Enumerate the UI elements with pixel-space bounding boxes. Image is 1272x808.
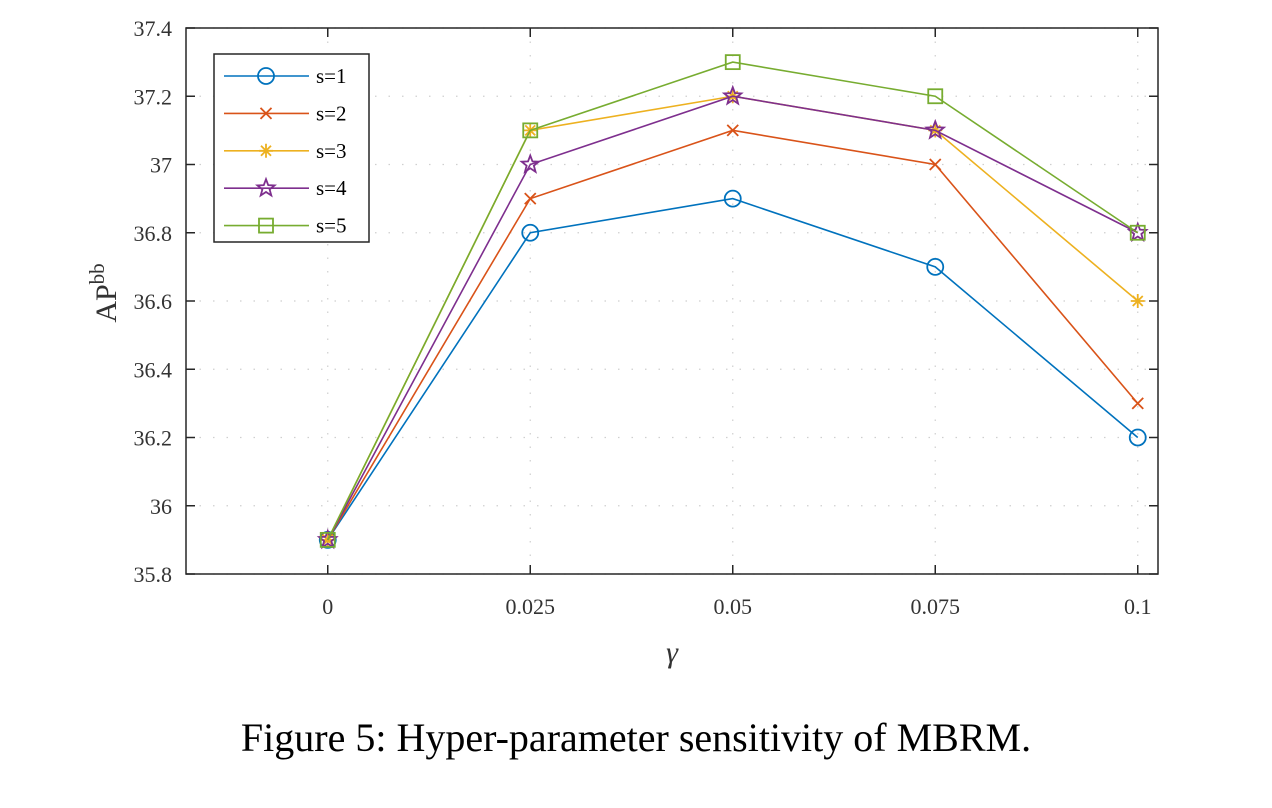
data-point-marker	[721, 84, 744, 106]
data-point-marker	[1131, 397, 1144, 410]
series-3	[320, 89, 1145, 547]
legend-label: s=3	[316, 139, 347, 163]
series-line	[327, 95, 1139, 541]
line-chart: 35.8 36 36.2 36.4 36.6 36.8 37 37.2 37.4 0 0.025 0.…	[85, 16, 1159, 669]
x-tick-label: 0	[322, 594, 333, 619]
data-point-marker	[929, 158, 942, 171]
data-point-marker	[726, 124, 739, 137]
data-point-marker	[1130, 294, 1145, 308]
y-tick-label: 36.2	[134, 426, 173, 451]
legend-marker	[257, 67, 275, 85]
data-point-marker	[924, 118, 947, 140]
data-point-marker	[1129, 224, 1146, 241]
legend-entry: s=1	[224, 64, 347, 88]
legend-marker	[259, 143, 273, 158]
data-point-marker	[724, 54, 741, 71]
ticks-layer: 35.8 36 36.2 36.4 36.6 36.8 37 37.2 37.4 0 0.025 0.…	[134, 16, 1158, 619]
x-tick-label: 0.05	[714, 594, 753, 619]
data-point-marker	[522, 122, 539, 139]
legend-box	[213, 53, 370, 243]
legend: s=1 s=2 s=3 s=4 s=5	[213, 53, 370, 243]
y-tick-label: 35.8	[134, 562, 173, 587]
legend-label: s=5	[316, 214, 347, 238]
legend-label: s=1	[316, 64, 347, 88]
data-point-marker	[521, 223, 540, 242]
legend-label: s=4	[316, 176, 347, 200]
legend-entry: s=4	[224, 176, 347, 200]
y-axis-title: APbb	[85, 263, 123, 322]
x-tick-label: 0.025	[506, 594, 556, 619]
data-point-marker	[519, 152, 542, 174]
data-point-marker	[524, 192, 537, 205]
y-tick-label: 36.6	[134, 289, 173, 314]
data-point-marker	[723, 189, 742, 208]
y-tick-label: 36.4	[134, 357, 173, 382]
series-line	[327, 197, 1139, 541]
series-line	[327, 95, 1139, 541]
legend-marker	[258, 217, 274, 234]
y-tick-label: 36	[150, 494, 172, 519]
x-tick-label: 0.075	[911, 594, 961, 619]
series-layer	[316, 54, 1149, 550]
y-tick-label: 37.4	[134, 16, 173, 41]
x-tick-label: 0.1	[1124, 594, 1152, 619]
legend-entry: s=5	[224, 214, 347, 238]
legend-label: s=2	[316, 101, 347, 125]
y-tick-label: 37.2	[134, 84, 173, 109]
legend-marker	[255, 176, 277, 198]
y-tick-label: 36.8	[134, 221, 173, 246]
y-axis-title-superscript: bb	[85, 263, 109, 284]
series-5	[319, 54, 1146, 548]
legend-entry: s=2	[224, 101, 347, 125]
legend-entry: s=3	[224, 139, 347, 163]
data-point-marker	[320, 532, 335, 547]
legend-marker	[259, 107, 273, 120]
data-point-marker	[926, 257, 945, 276]
figure-caption: Figure 5: Hyper-parameter sensitivity of…	[240, 715, 1032, 760]
data-point-marker	[319, 531, 336, 548]
series-line	[327, 61, 1139, 541]
y-tick-label: 37	[150, 153, 172, 178]
y-axis-title-main: AP	[90, 284, 123, 322]
x-axis-title: γ	[666, 636, 679, 669]
data-point-marker	[1128, 428, 1147, 447]
series-2	[321, 124, 1144, 547]
data-point-marker	[927, 88, 944, 105]
series-4	[316, 84, 1149, 550]
